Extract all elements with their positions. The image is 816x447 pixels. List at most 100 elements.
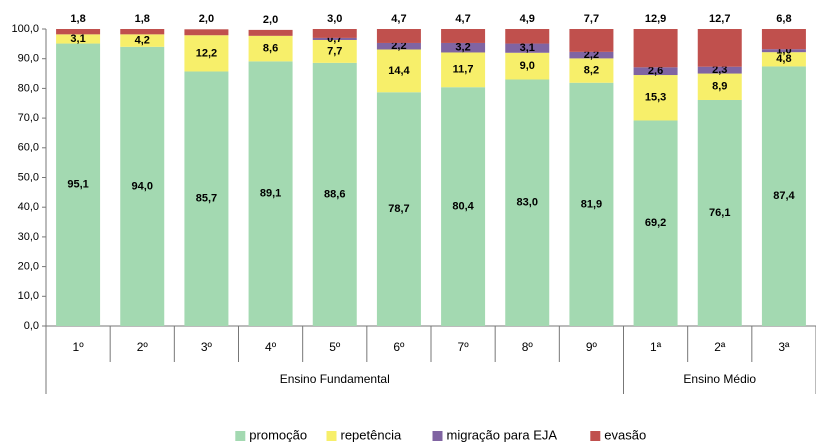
data-label: 81,9 — [581, 198, 602, 210]
bar-segment — [248, 35, 293, 62]
data-label: 8,2 — [584, 64, 599, 76]
bar-segment — [312, 37, 357, 40]
data-label: 4,2 — [135, 34, 150, 46]
y-tick-label: 100,0 — [11, 23, 39, 35]
bar-segment — [441, 52, 486, 88]
bar-segment — [312, 39, 357, 63]
bar-segment — [376, 29, 421, 43]
data-label: 80,4 — [452, 201, 474, 213]
bar-segment — [505, 29, 550, 44]
bar-segment — [633, 29, 678, 68]
data-label: 12,7 — [709, 13, 730, 25]
y-tick-label: 40,0 — [18, 201, 39, 213]
data-label: 3,1 — [70, 33, 85, 45]
bar-segment — [56, 34, 101, 44]
bar-segment — [376, 92, 421, 326]
y-tick-label: 10,0 — [18, 290, 39, 302]
legend-swatch — [235, 431, 246, 441]
bar-segment — [761, 66, 806, 326]
bar-segment — [56, 43, 101, 326]
group-label: Ensino Fundamental — [280, 372, 390, 386]
bar-segment — [312, 62, 357, 326]
bar-segment — [569, 82, 614, 327]
legend-label: evasão — [604, 427, 646, 442]
bar-segment — [376, 49, 421, 93]
bar-segment — [56, 29, 101, 35]
bar-segment — [312, 29, 357, 38]
data-label: 2,0 — [199, 13, 214, 25]
data-label: 2,0 — [263, 14, 278, 26]
x-tick-label: 2º — [137, 340, 149, 354]
data-label: 2,2 — [584, 49, 599, 61]
data-label: 2,6 — [648, 65, 663, 77]
bar-segment — [248, 61, 293, 327]
x-tick-label: 1º — [73, 340, 85, 354]
data-label: 76,1 — [709, 207, 730, 219]
data-label: 7,7 — [327, 45, 342, 57]
data-label: 4,7 — [455, 13, 470, 25]
legend-swatch — [326, 431, 337, 441]
y-tick-label: 90,0 — [18, 53, 39, 65]
bar-segment — [505, 43, 550, 53]
bar-segment — [441, 42, 486, 53]
x-tick-label: 1ª — [650, 340, 662, 354]
legend-label: promoção — [249, 427, 307, 442]
legend-swatch — [432, 431, 443, 441]
x-tick-label: 3ª — [778, 340, 790, 354]
bar-segment — [441, 29, 486, 43]
x-tick-label: 8º — [522, 340, 534, 354]
bar-segment — [184, 35, 229, 72]
data-label: 3,0 — [327, 13, 342, 25]
legend-label: migração para EJA — [447, 427, 558, 442]
data-label: 4,8 — [776, 53, 791, 65]
bar-segment — [120, 46, 165, 326]
bar-segment — [633, 75, 678, 121]
x-tick-label: 2ª — [714, 340, 726, 354]
bar-segment — [633, 67, 678, 76]
data-label: 7,7 — [584, 13, 599, 25]
data-label: 8,9 — [712, 81, 727, 93]
data-label: 6,8 — [776, 13, 791, 25]
bar-segment — [761, 52, 806, 67]
bar-segment — [633, 120, 678, 326]
bar-segment — [441, 87, 486, 326]
y-tick-label: 60,0 — [18, 142, 39, 154]
data-label: 2,2 — [391, 40, 406, 52]
data-label: 12,2 — [196, 47, 217, 59]
data-label: 4,7 — [391, 13, 406, 25]
group-label: Ensino Médio — [683, 372, 756, 386]
bar-segment — [505, 79, 550, 327]
x-tick-label: 3º — [201, 340, 213, 354]
x-tick-label: 6º — [393, 340, 405, 354]
bar-segment — [505, 52, 550, 80]
bar-segment — [184, 71, 229, 326]
data-label: 14,4 — [388, 65, 410, 77]
data-label: 88,6 — [324, 188, 345, 200]
y-tick-label: 70,0 — [18, 112, 39, 124]
data-label: 87,4 — [773, 190, 795, 202]
data-label: 3,2 — [455, 42, 470, 54]
legend-swatch — [590, 431, 601, 441]
bar-segment — [697, 73, 742, 100]
data-label: 78,7 — [388, 203, 409, 215]
y-tick-label: 20,0 — [18, 261, 39, 273]
data-label: 12,9 — [645, 13, 666, 25]
y-tick-label: 0,0 — [24, 320, 39, 332]
data-label: 8,6 — [263, 43, 278, 55]
y-tick-label: 50,0 — [18, 171, 39, 183]
data-label: 69,2 — [645, 217, 666, 229]
data-label: 4,9 — [520, 13, 535, 25]
data-label: 89,1 — [260, 188, 281, 200]
bar-segment — [697, 66, 742, 74]
bar-segment — [248, 29, 293, 36]
bar-segment — [184, 29, 229, 36]
x-tick-label: 4º — [265, 340, 277, 354]
y-tick-label: 80,0 — [18, 82, 39, 94]
bar-segment — [761, 29, 806, 50]
bar-segment — [569, 51, 614, 59]
y-tick-label: 30,0 — [18, 231, 39, 243]
data-label: 15,3 — [645, 92, 666, 104]
data-label: 95,1 — [67, 179, 88, 191]
bar-segment — [697, 29, 742, 67]
